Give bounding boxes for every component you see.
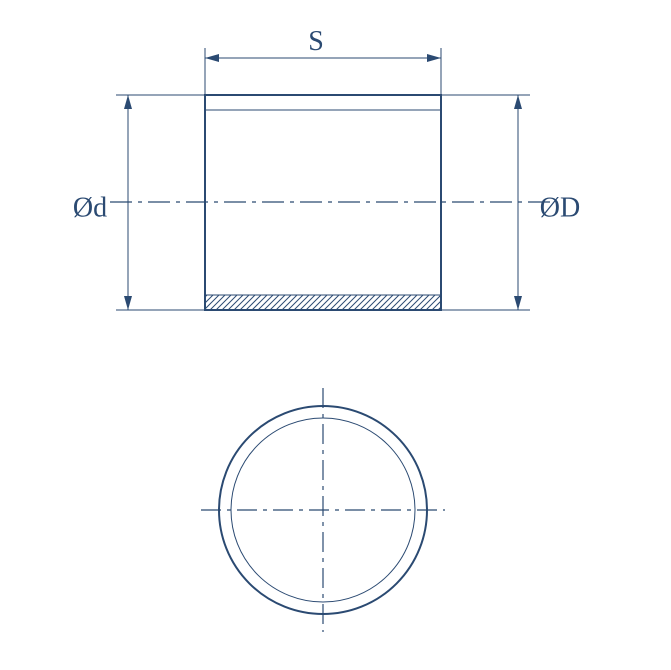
label-d: Ød <box>73 192 107 223</box>
label-s: S <box>308 26 324 57</box>
end-view <box>201 388 445 632</box>
label-D: ØD <box>540 192 580 223</box>
dimension-s: S <box>205 26 441 95</box>
